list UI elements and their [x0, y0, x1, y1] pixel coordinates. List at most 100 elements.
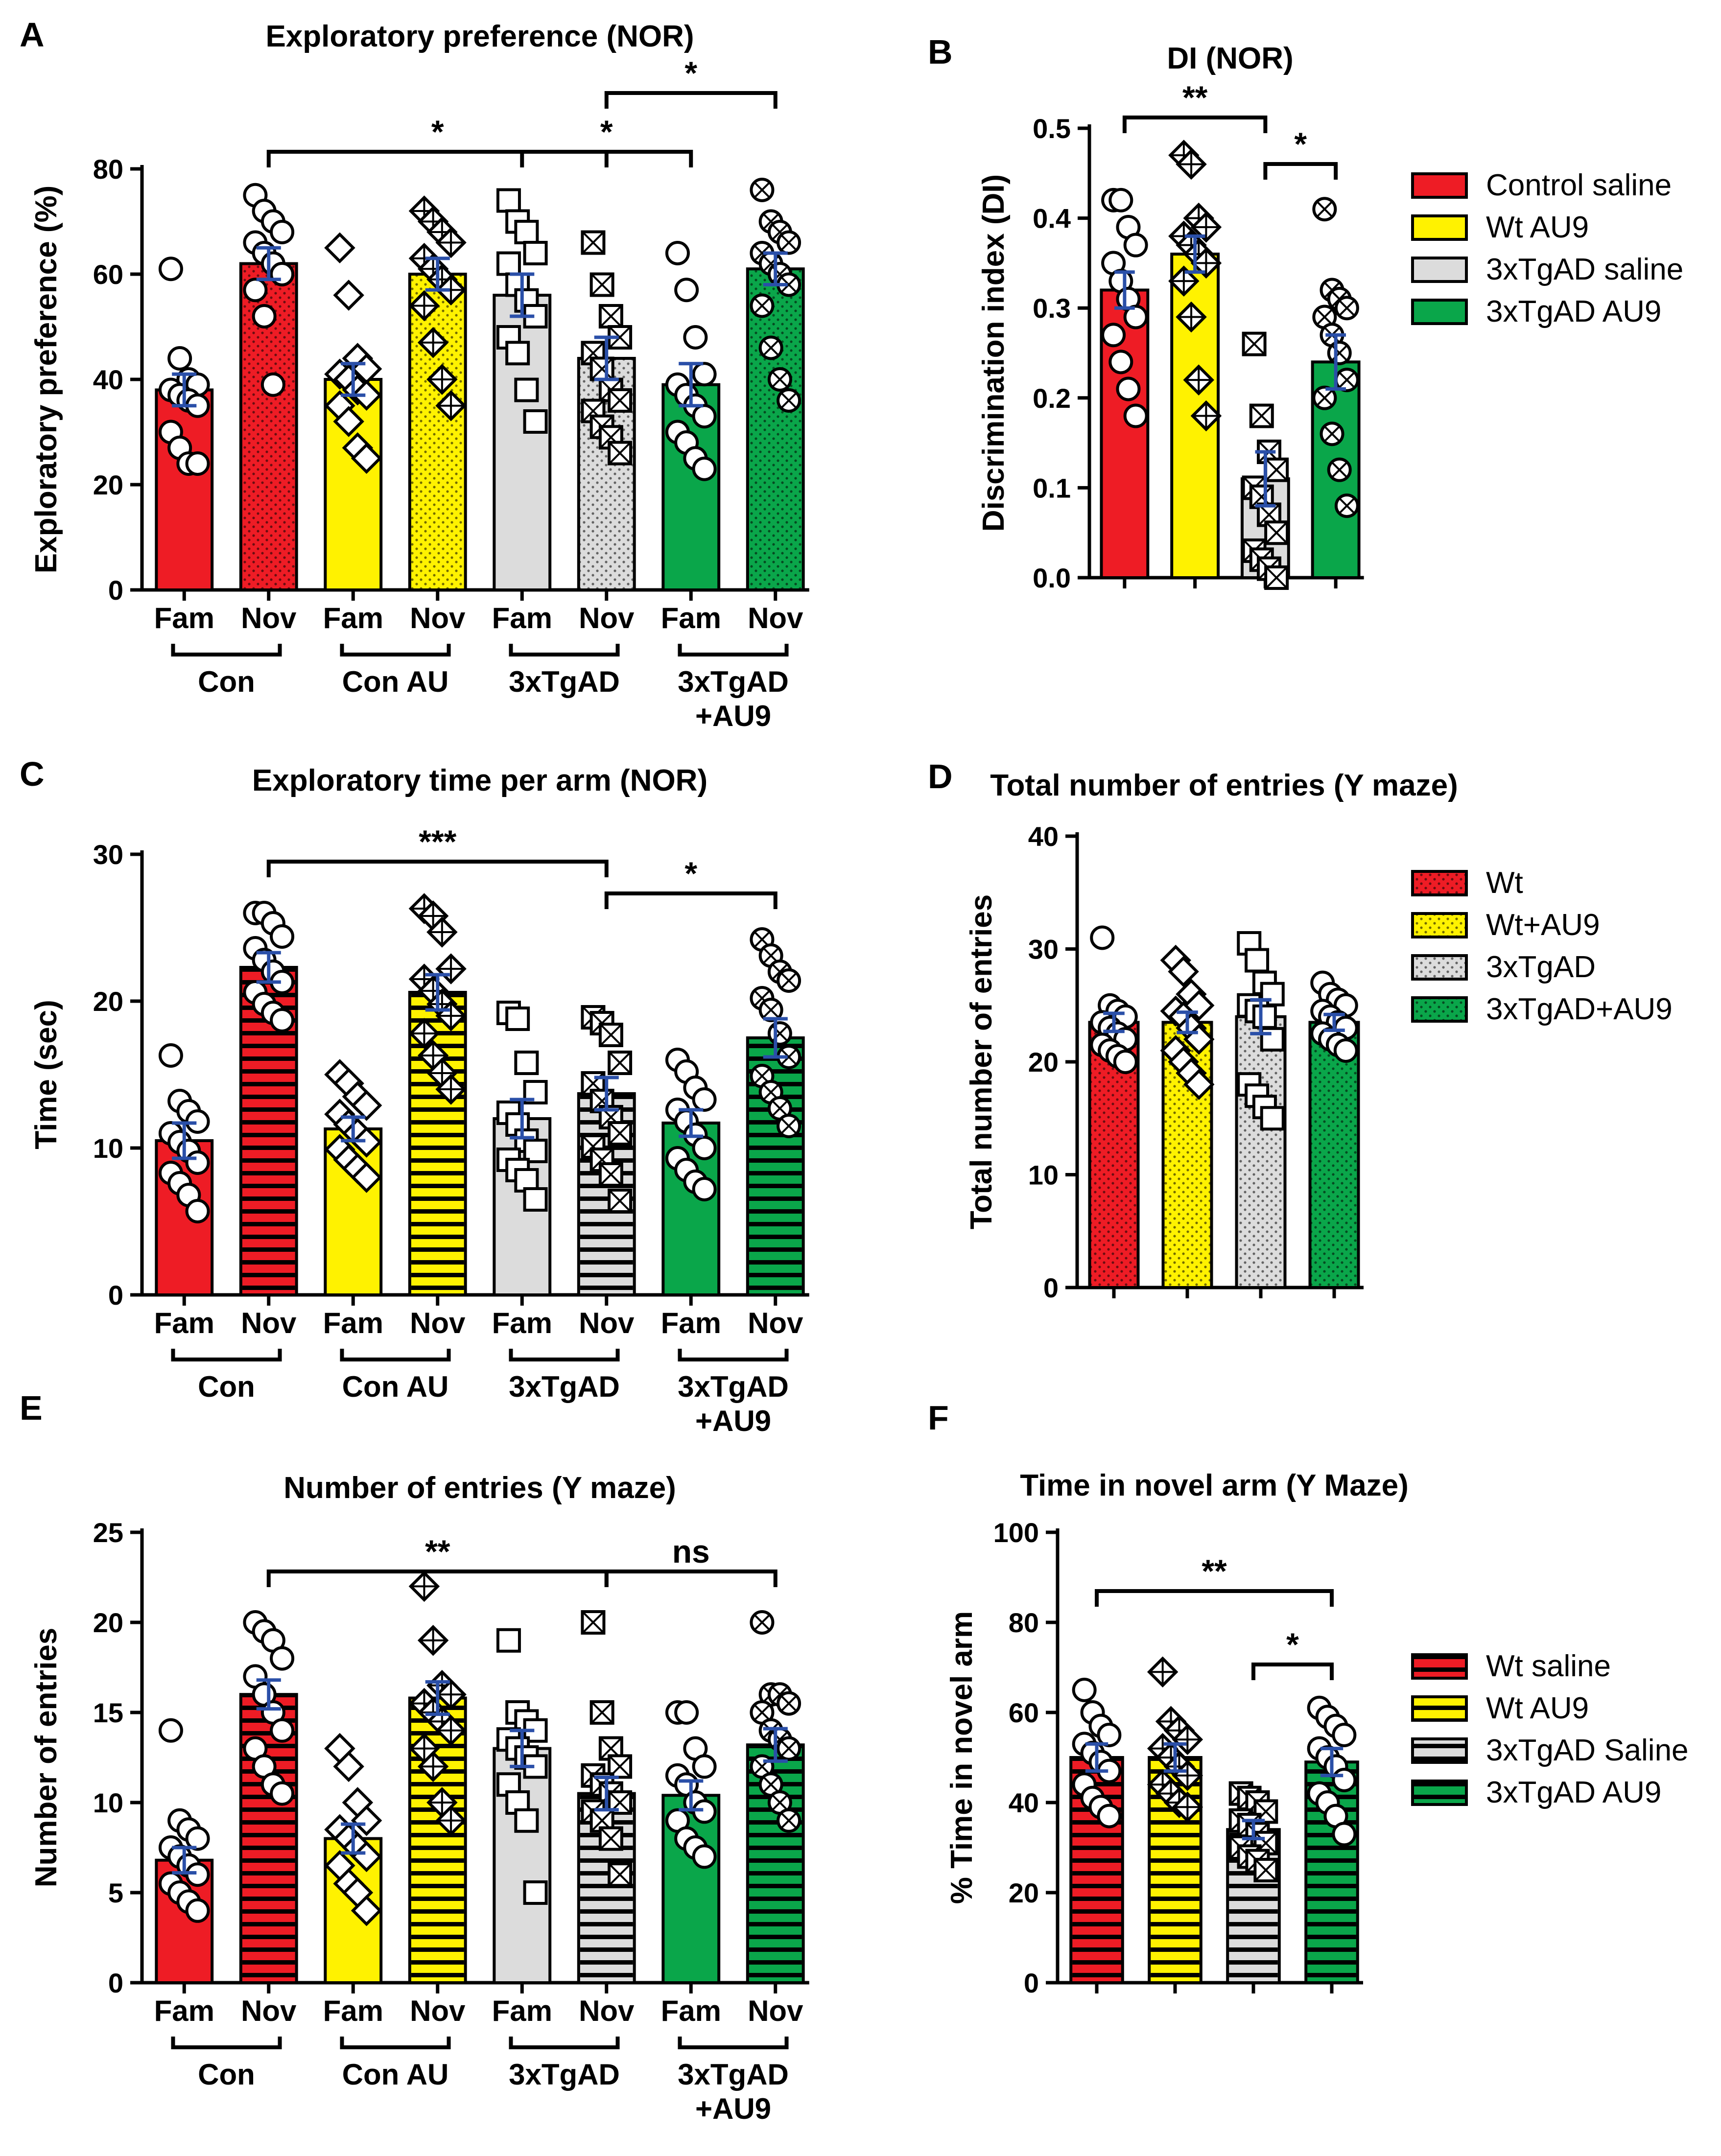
data-point-mark [410, 1020, 438, 1047]
group-bracket [509, 1349, 620, 1361]
data-point [692, 1136, 717, 1160]
data-point [692, 1799, 717, 1824]
data-point-mark [1332, 462, 1347, 477]
data-point-mark [420, 1042, 447, 1069]
significance-label: * [431, 114, 444, 150]
group-label: Con AU [342, 2058, 449, 2091]
error-bar [679, 1108, 704, 1138]
significance-label: * [600, 114, 613, 150]
data-point-mark [763, 1777, 778, 1792]
data-point-mark [428, 918, 456, 946]
data-point [496, 1628, 521, 1653]
data-point-mark [1317, 202, 1332, 217]
legend-label: Wt [1486, 866, 1523, 900]
data-point-mark [599, 1163, 623, 1186]
group-label: 3xTgAD [678, 1370, 789, 1403]
data-point-mark [1265, 521, 1288, 544]
error-bar [679, 362, 704, 408]
x-tick-label: Fam [661, 602, 721, 634]
y-tick-label: 60 [1009, 1697, 1039, 1728]
error-bar [510, 1729, 535, 1768]
data-point [1252, 1004, 1277, 1029]
y-axis-label: Discrimination index (DI) [977, 174, 1011, 532]
x-tick-label: Fam [492, 1994, 552, 2027]
data-point-mark [1317, 309, 1332, 325]
legend-swatch-pattern [1414, 1782, 1465, 1803]
y-tick-label: 80 [93, 154, 123, 185]
data-point-mark [410, 1572, 438, 1600]
error-bar [510, 1098, 535, 1140]
data-point [505, 1007, 530, 1031]
data-point-mark [590, 273, 614, 296]
data-point-mark [582, 1611, 605, 1634]
chart-title: DI (NOR) [1167, 42, 1293, 75]
group-label: Con [198, 1370, 255, 1403]
data-point [523, 1187, 548, 1212]
data-point-mark [1192, 249, 1220, 277]
data-point [1168, 956, 1199, 987]
y-axis-label: % Time in novel arm [945, 1611, 979, 1904]
panel-a: A Exploratory preference (NOR) 0 20 40 60 80 Ex… [20, 16, 809, 732]
error-bar [679, 1779, 704, 1812]
data-point-mark [1178, 150, 1205, 178]
group-label: +AU9 [695, 700, 771, 732]
data-point-mark [1339, 498, 1354, 514]
data-point-mark [781, 1696, 797, 1711]
data-point [351, 1805, 382, 1836]
significance-label: * [1286, 1626, 1299, 1663]
data-point-mark [772, 1795, 787, 1810]
error-bar [1103, 1011, 1125, 1033]
panel-letter: B [928, 33, 953, 71]
y-tick-label: 20 [1009, 1877, 1039, 1908]
data-point [692, 1177, 717, 1201]
data-point-mark [420, 1753, 447, 1780]
legend-swatch [1411, 257, 1468, 283]
data-point [1113, 1050, 1138, 1074]
y-tick-label: 0.4 [1033, 203, 1071, 234]
panel-letter: D [928, 757, 953, 796]
data-point-mark [1243, 332, 1266, 356]
legend-swatch-pattern [1414, 1698, 1465, 1719]
data-point [185, 451, 210, 476]
data-point-mark [437, 955, 465, 983]
error-bar [763, 251, 788, 286]
data-point [1108, 187, 1133, 212]
significance-bracket [520, 150, 693, 167]
data-point-mark [1339, 373, 1354, 388]
data-point-mark [754, 932, 770, 947]
data-point-mark [1185, 366, 1212, 394]
data-point-mark [1178, 304, 1205, 331]
bar-1 [155, 388, 214, 591]
group-label: Con AU [342, 1370, 449, 1403]
data-point-mark [1250, 404, 1273, 427]
legend-swatch [1411, 172, 1468, 199]
y-axis-label: Total number of entries [965, 894, 998, 1229]
group-bracket [171, 1349, 282, 1361]
data-point-mark [1149, 1658, 1177, 1686]
data-point [1123, 403, 1148, 428]
y-tick-label: 20 [93, 469, 123, 500]
significance-label: * [684, 855, 697, 891]
significance-label: ** [425, 1533, 450, 1570]
data-point-mark [608, 326, 632, 349]
data-point-mark [420, 1627, 447, 1654]
y-tick-label: 100 [993, 1517, 1039, 1548]
significance-label: * [1294, 126, 1307, 162]
data-point-mark [1317, 390, 1332, 405]
group-bracket [509, 644, 620, 656]
error-bar [425, 257, 450, 292]
data-point-mark [781, 235, 797, 250]
chart-title: Total number of entries (Y maze) [990, 769, 1458, 802]
y-tick-label: 10 [93, 1133, 123, 1164]
legend-label: 3xTgAD AU9 [1486, 1776, 1661, 1809]
significance-bracket [604, 1570, 778, 1587]
group-label: Con [198, 2058, 255, 2091]
legend-swatch [1411, 299, 1468, 325]
data-point-mark [781, 1741, 797, 1756]
data-point-mark [437, 392, 465, 420]
x-tick-label: Fam [323, 1307, 383, 1339]
group-bracket [171, 2037, 282, 2049]
y-tick-label: 10 [1028, 1160, 1059, 1191]
legend-label: Wt+AU9 [1486, 908, 1600, 942]
